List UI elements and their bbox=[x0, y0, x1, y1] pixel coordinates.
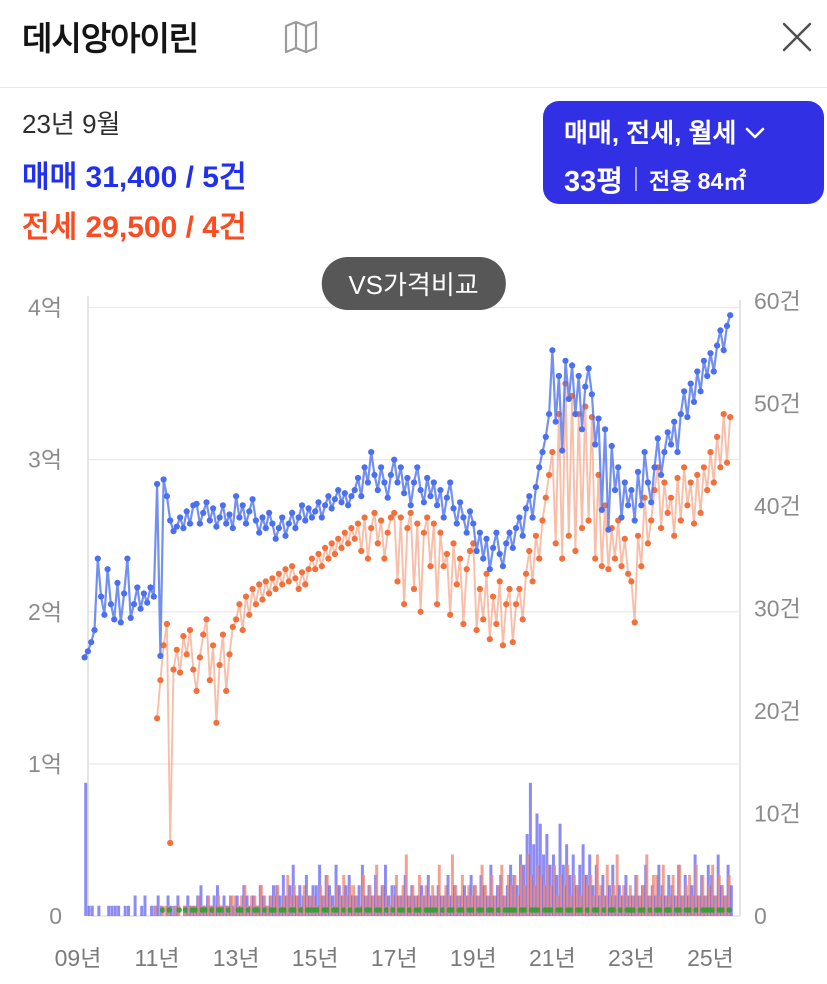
price-volume-chart[interactable]: 0 1억 2억 3억 4억 0 10건 20건 30건 40건 50건 60건 09년 11년 13년 15년… bbox=[0, 255, 827, 984]
pyeong-label: 33평 bbox=[564, 166, 623, 198]
trade-type-label: 매매, 전세, 월세 bbox=[564, 118, 737, 148]
sale-price-stat: 매매 31,400 / 5건 bbox=[22, 161, 247, 194]
svg-text:4억: 4억 bbox=[28, 295, 62, 321]
svg-text:30건: 30건 bbox=[754, 596, 801, 622]
svg-text:40건: 40건 bbox=[754, 493, 801, 519]
svg-text:23년: 23년 bbox=[608, 945, 655, 971]
svg-text:19년: 19년 bbox=[450, 945, 497, 971]
header: 데시앙아이린 bbox=[0, 0, 827, 88]
trade-type-row: 매매, 전세, 월세 bbox=[564, 113, 824, 150]
exclusive-area-label: 전용 84㎡ bbox=[648, 168, 747, 194]
separator bbox=[634, 167, 637, 191]
svg-text:25년: 25년 bbox=[687, 945, 734, 971]
svg-text:20건: 20건 bbox=[754, 698, 801, 724]
chevron-down-icon bbox=[745, 116, 765, 147]
svg-text:11년: 11년 bbox=[135, 945, 180, 971]
svg-text:21년: 21년 bbox=[529, 945, 576, 971]
vs-price-compare-badge[interactable]: VS가격비교 bbox=[321, 257, 506, 310]
svg-text:13년: 13년 bbox=[213, 945, 260, 971]
page-title: 데시앙아이린 bbox=[22, 20, 199, 57]
svg-text:10건: 10건 bbox=[754, 801, 801, 827]
svg-text:0: 0 bbox=[754, 903, 767, 929]
close-icon[interactable] bbox=[780, 20, 814, 54]
svg-text:17년: 17년 bbox=[371, 945, 418, 971]
svg-text:50건: 50건 bbox=[754, 391, 801, 417]
jeonse-price-stat: 전세 29,500 / 4건 bbox=[22, 211, 247, 244]
svg-text:60건: 60건 bbox=[754, 288, 801, 314]
svg-text:3억: 3억 bbox=[28, 447, 62, 473]
svg-text:0: 0 bbox=[49, 903, 62, 929]
size-row: 33평 전용 84㎡ bbox=[564, 158, 824, 200]
trade-type-filter-button[interactable]: 매매, 전세, 월세 33평 전용 84㎡ bbox=[543, 101, 824, 204]
svg-text:1억: 1억 bbox=[28, 751, 62, 777]
map-icon[interactable] bbox=[284, 19, 318, 60]
svg-text:15년: 15년 bbox=[292, 945, 339, 971]
selected-month-label: 23년 9월 bbox=[22, 109, 121, 139]
svg-text:09년: 09년 bbox=[55, 945, 102, 971]
svg-text:2억: 2억 bbox=[28, 599, 62, 625]
